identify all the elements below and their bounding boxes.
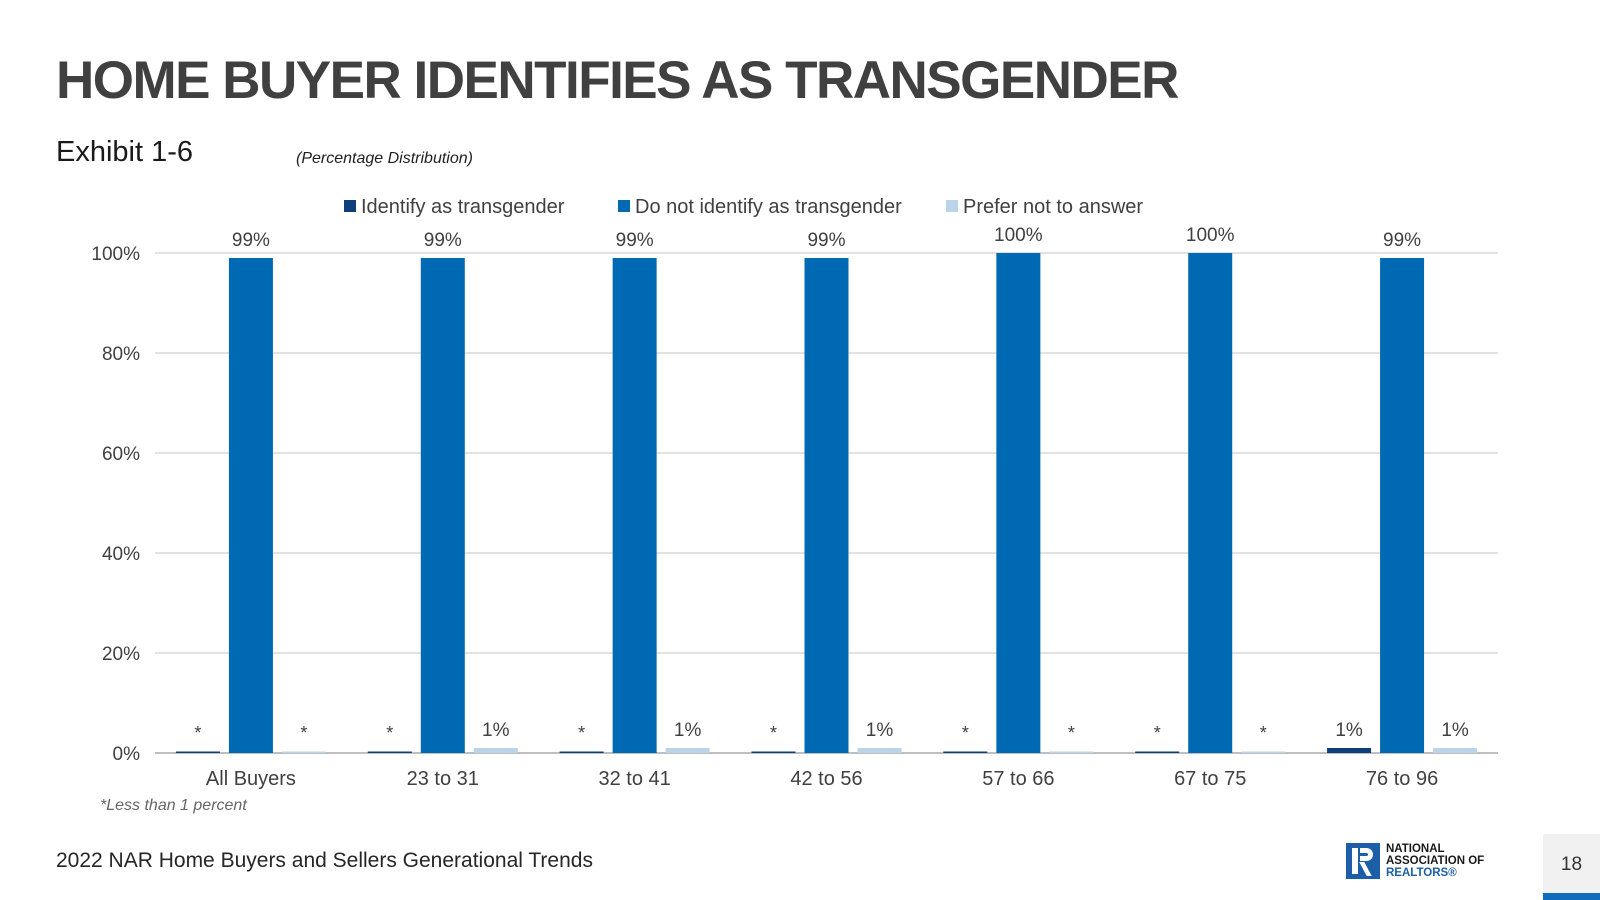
data-label: 1% (1335, 720, 1363, 741)
legend-label: Prefer not to answer (963, 196, 1143, 218)
bar (559, 751, 604, 753)
legend-swatch (618, 200, 630, 212)
data-label: * (1260, 723, 1267, 743)
bar (857, 748, 902, 753)
y-tick-label: 80% (102, 344, 140, 365)
logo-line-1: NATIONAL (1386, 843, 1445, 855)
data-label: * (1154, 723, 1161, 743)
footer-source: 2022 NAR Home Buyers and Sellers Generat… (56, 849, 593, 872)
page-number-box: 18 (1543, 834, 1600, 900)
x-tick-label: 57 to 66 (982, 768, 1054, 790)
chart-subtitle: (Percentage Distribution) (296, 150, 473, 167)
x-tick-label: 76 to 96 (1366, 768, 1438, 790)
legend-label: Do not identify as transgender (635, 196, 902, 218)
data-label: 1% (1441, 720, 1469, 741)
bar (1049, 751, 1094, 753)
bar (1327, 748, 1372, 753)
realtor-r-icon (1346, 843, 1380, 879)
bar (804, 258, 849, 753)
data-label: 100% (994, 225, 1043, 246)
data-label: 1% (674, 720, 702, 741)
bar-chart: 0% 20% 40% 60% 80% 100% * 99% * All Buyers * 99% 1% 2… (91, 196, 1498, 790)
legend-swatch (344, 200, 356, 212)
y-tick-label: 60% (102, 444, 140, 465)
x-tick-label: 32 to 41 (598, 768, 670, 790)
y-tick-label: 40% (102, 544, 140, 565)
data-label: * (578, 723, 585, 743)
bar (281, 751, 326, 753)
bar (1433, 748, 1478, 753)
data-label: 99% (616, 230, 654, 251)
exhibit-label: Exhibit 1-6 (56, 136, 194, 168)
x-tick-label: 67 to 75 (1174, 768, 1246, 790)
y-tick-label: 100% (91, 244, 140, 265)
y-tick-label: 0% (113, 744, 141, 765)
bar (751, 751, 796, 753)
data-label: 99% (1383, 230, 1421, 251)
nar-logo: NATIONAL ASSOCIATION OF REALTORS® (1346, 843, 1484, 879)
x-tick-label: 42 to 56 (790, 768, 862, 790)
bar (1241, 751, 1286, 753)
bar (1188, 253, 1233, 753)
footnote: *Less than 1 percent (100, 797, 247, 814)
bar (228, 258, 273, 753)
legend-swatch (946, 200, 958, 212)
logo-wordmark: NATIONAL ASSOCIATION OF REALTORS® (1386, 843, 1484, 879)
y-tick-label: 20% (102, 644, 140, 665)
data-label: * (770, 723, 777, 743)
data-label: * (1068, 723, 1075, 743)
bar (612, 258, 657, 753)
bar (367, 751, 412, 753)
page-number: 18 (1560, 854, 1583, 875)
page-accent-bar (1543, 893, 1600, 900)
bar (473, 748, 518, 753)
bar (175, 751, 220, 753)
legend-label: Identify as transgender (361, 196, 565, 218)
bar (996, 253, 1041, 753)
data-label: * (194, 723, 201, 743)
data-label: 99% (807, 230, 845, 251)
logo-line-2: ASSOCIATION OF (1386, 855, 1485, 867)
data-label: * (386, 723, 393, 743)
bar (420, 258, 465, 753)
bar (665, 748, 710, 753)
data-label: 100% (1186, 225, 1235, 246)
x-tick-label: 23 to 31 (407, 768, 479, 790)
x-tick-label: All Buyers (206, 768, 296, 790)
page-title: HOME BUYER IDENTIFIES AS TRANSGENDER (56, 51, 1179, 110)
data-label: 99% (424, 230, 462, 251)
data-label: 1% (866, 720, 894, 741)
bar (1380, 258, 1425, 753)
data-label: 99% (232, 230, 270, 251)
bar (943, 751, 988, 753)
data-label: * (300, 723, 307, 743)
bar (1135, 751, 1180, 753)
data-label: * (962, 723, 969, 743)
data-label: 1% (482, 720, 510, 741)
logo-line-3: REALTORS® (1386, 867, 1457, 879)
